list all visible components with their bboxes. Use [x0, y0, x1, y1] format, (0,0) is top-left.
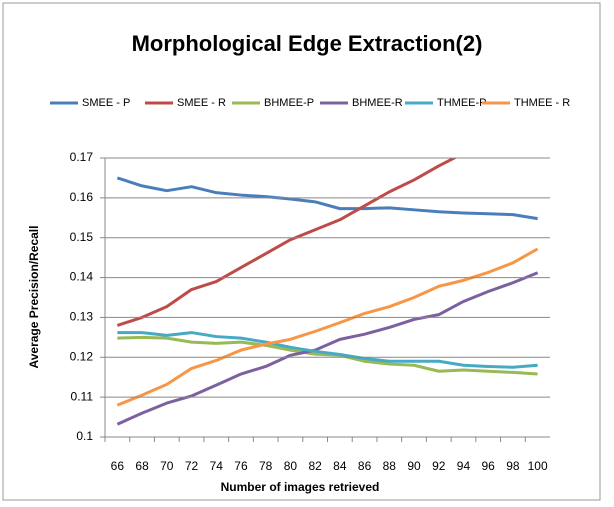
chart-frame: [2, 2, 601, 501]
legend-label: BHMEE-R: [352, 97, 403, 109]
x-tick-label: 94: [457, 459, 471, 473]
x-tick-label: 84: [333, 459, 347, 473]
x-tick-label: 68: [135, 459, 149, 473]
x-tick-label: 66: [111, 459, 125, 473]
y-tick-label: 0.1: [76, 429, 93, 443]
y-tick-label: 0.16: [70, 190, 94, 204]
y-tick-label: 0.11: [71, 389, 94, 403]
legend-label: BHMEE-P: [264, 97, 314, 109]
y-tick-label: 0.13: [70, 310, 94, 324]
x-tick-label: 74: [210, 459, 224, 473]
y-tick-label: 0.14: [70, 270, 94, 284]
chart-title: Morphological Edge Extraction(2): [132, 31, 483, 56]
legend-label: SMEE - P: [82, 97, 130, 109]
y-tick-label: 0.15: [70, 230, 94, 244]
x-axis-title: Number of images retrieved: [221, 480, 380, 494]
y-tick-label: 0.17: [70, 150, 94, 164]
series-line: [117, 335, 538, 376]
y-axis-title: Average Precision/Recall: [27, 226, 41, 369]
x-tick-label: 98: [506, 459, 520, 473]
x-tick-label: 96: [482, 459, 496, 473]
series-line: [117, 331, 538, 369]
x-tick-label: 90: [407, 459, 421, 473]
x-tick-label: 92: [432, 459, 446, 473]
x-tick-label: 100: [528, 459, 548, 473]
x-tick-label: 78: [259, 459, 273, 473]
y-tick-label: 0.12: [70, 349, 94, 363]
legend-label: THMEE - R: [514, 97, 570, 109]
legend-label: SMEE - R: [177, 97, 226, 109]
series-line: [116, 176, 538, 221]
x-tick-label: 72: [185, 459, 199, 473]
x-tick-label: 82: [308, 459, 322, 473]
series-line: [116, 158, 458, 327]
legend-label: THMEE-P: [437, 97, 487, 109]
x-tick-label: 80: [284, 459, 298, 473]
plot-lines: [116, 158, 539, 426]
x-tick-label: 86: [358, 459, 372, 473]
x-tick-label: 76: [234, 459, 248, 473]
x-tick-label: 88: [383, 459, 397, 473]
series-line: [116, 247, 539, 407]
x-tick-label: 70: [160, 459, 174, 473]
